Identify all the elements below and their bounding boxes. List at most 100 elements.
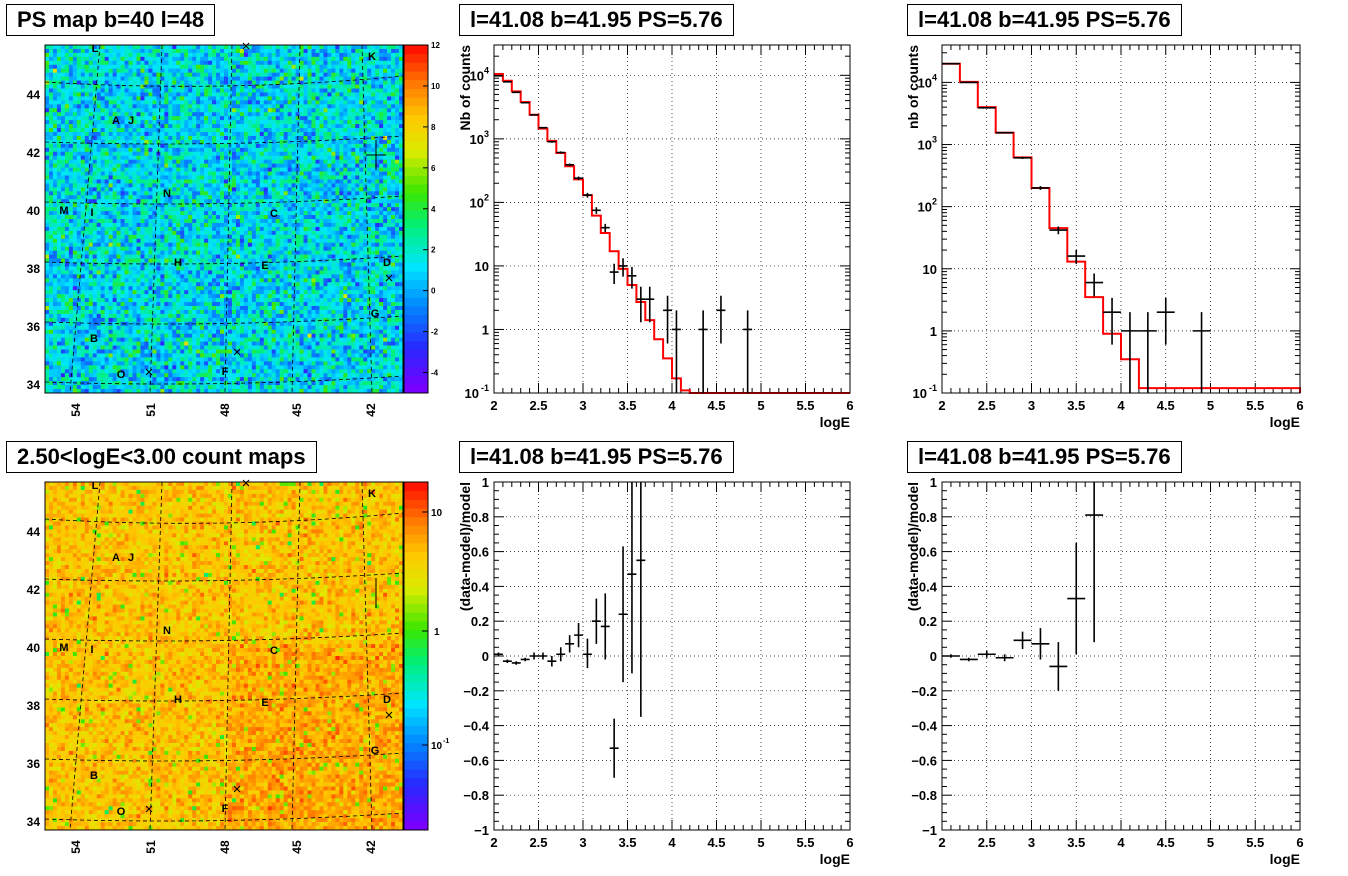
map-pixel [192, 77, 196, 81]
map-pixel [236, 45, 240, 49]
map-pixel [276, 100, 280, 104]
map-pixel [312, 172, 316, 176]
map-pixel [184, 263, 188, 267]
map-pixel [65, 89, 69, 93]
map-pixel [192, 92, 196, 96]
map-pixel [144, 144, 148, 148]
map-pixel [323, 187, 327, 191]
map-pixel [109, 176, 113, 180]
map-pixel [216, 243, 220, 247]
map-pixel [216, 116, 220, 120]
map-pixel [343, 239, 347, 243]
map-pixel [383, 132, 387, 136]
map-pixel [188, 259, 192, 263]
map-pixel [232, 104, 236, 108]
map-pixel [81, 156, 85, 160]
map-pixel [156, 251, 160, 255]
map-pixel [268, 57, 272, 61]
map-pixel [335, 239, 339, 243]
map-pixel [395, 61, 399, 65]
map-pixel [240, 61, 244, 65]
map-pixel [331, 148, 335, 152]
map-pixel [256, 104, 260, 108]
map-pixel [272, 112, 276, 116]
map-pixel [220, 148, 224, 152]
map-pixel [192, 57, 196, 61]
map-pixel [308, 247, 312, 251]
map-pixel [192, 199, 196, 203]
map-pixel [236, 89, 240, 93]
map-pixel [89, 160, 93, 164]
map-pixel [272, 116, 276, 120]
map-pixel [343, 179, 347, 183]
map-pixel [200, 144, 204, 148]
map-pixel [395, 164, 399, 168]
map-pixel [323, 136, 327, 140]
map-pixel [232, 152, 236, 156]
map-pixel [319, 160, 323, 164]
map-pixel [133, 199, 137, 203]
map-pixel [343, 89, 347, 93]
map-pixel [180, 112, 184, 116]
map-pixel [347, 116, 351, 120]
map-pixel [57, 136, 61, 140]
map-pixel [232, 89, 236, 93]
map-pixel [129, 255, 133, 259]
map-pixel [192, 211, 196, 215]
map-pixel [121, 73, 125, 77]
map-pixel [383, 65, 387, 69]
map-pixel [256, 172, 260, 176]
map-pixel [244, 247, 248, 251]
map-pixel [256, 187, 260, 191]
map-pixel [57, 104, 61, 108]
map-pixel [268, 172, 272, 176]
map-pixel [331, 255, 335, 259]
map-pixel [140, 96, 144, 100]
map-pixel [355, 207, 359, 211]
map-pixel [375, 124, 379, 128]
map-pixel [312, 61, 316, 65]
map-pixel [57, 148, 61, 152]
map-pixel [204, 243, 208, 247]
map-pixel [339, 128, 343, 132]
map-pixel [204, 235, 208, 239]
map-pixel [136, 148, 140, 152]
map-pixel [220, 255, 224, 259]
map-pixel [49, 128, 53, 132]
map-pixel [363, 243, 367, 247]
map-pixel [331, 140, 335, 144]
map-pixel [184, 187, 188, 191]
map-pixel [284, 124, 288, 128]
map-pixel [292, 112, 296, 116]
map-pixel [232, 136, 236, 140]
map-pixel [264, 215, 268, 219]
map-pixel [359, 259, 363, 263]
map-pixel [264, 92, 268, 96]
map-pixel [196, 57, 200, 61]
map-pixel [240, 203, 244, 207]
map-pixel [343, 231, 347, 235]
map-pixel [85, 92, 89, 96]
map-pixel [81, 172, 85, 176]
map-pixel [65, 73, 69, 77]
map-pixel [204, 247, 208, 251]
map-pixel [196, 152, 200, 156]
map-pixel [160, 148, 164, 152]
map-pixel [319, 45, 323, 49]
map-pixel [280, 235, 284, 239]
map-pixel [240, 69, 244, 73]
map-pixel [331, 168, 335, 172]
map-pixel [105, 160, 109, 164]
map-pixel [125, 263, 129, 267]
map-pixel [148, 77, 152, 81]
map-pixel [391, 235, 395, 239]
map-pixel [180, 215, 184, 219]
map-pixel [248, 168, 252, 172]
map-pixel [164, 120, 168, 124]
map-pixel [212, 57, 216, 61]
map-pixel [335, 112, 339, 116]
map-pixel [323, 195, 327, 199]
map-pixel [355, 57, 359, 61]
map-pixel [140, 45, 144, 49]
map-pixel [220, 45, 224, 49]
